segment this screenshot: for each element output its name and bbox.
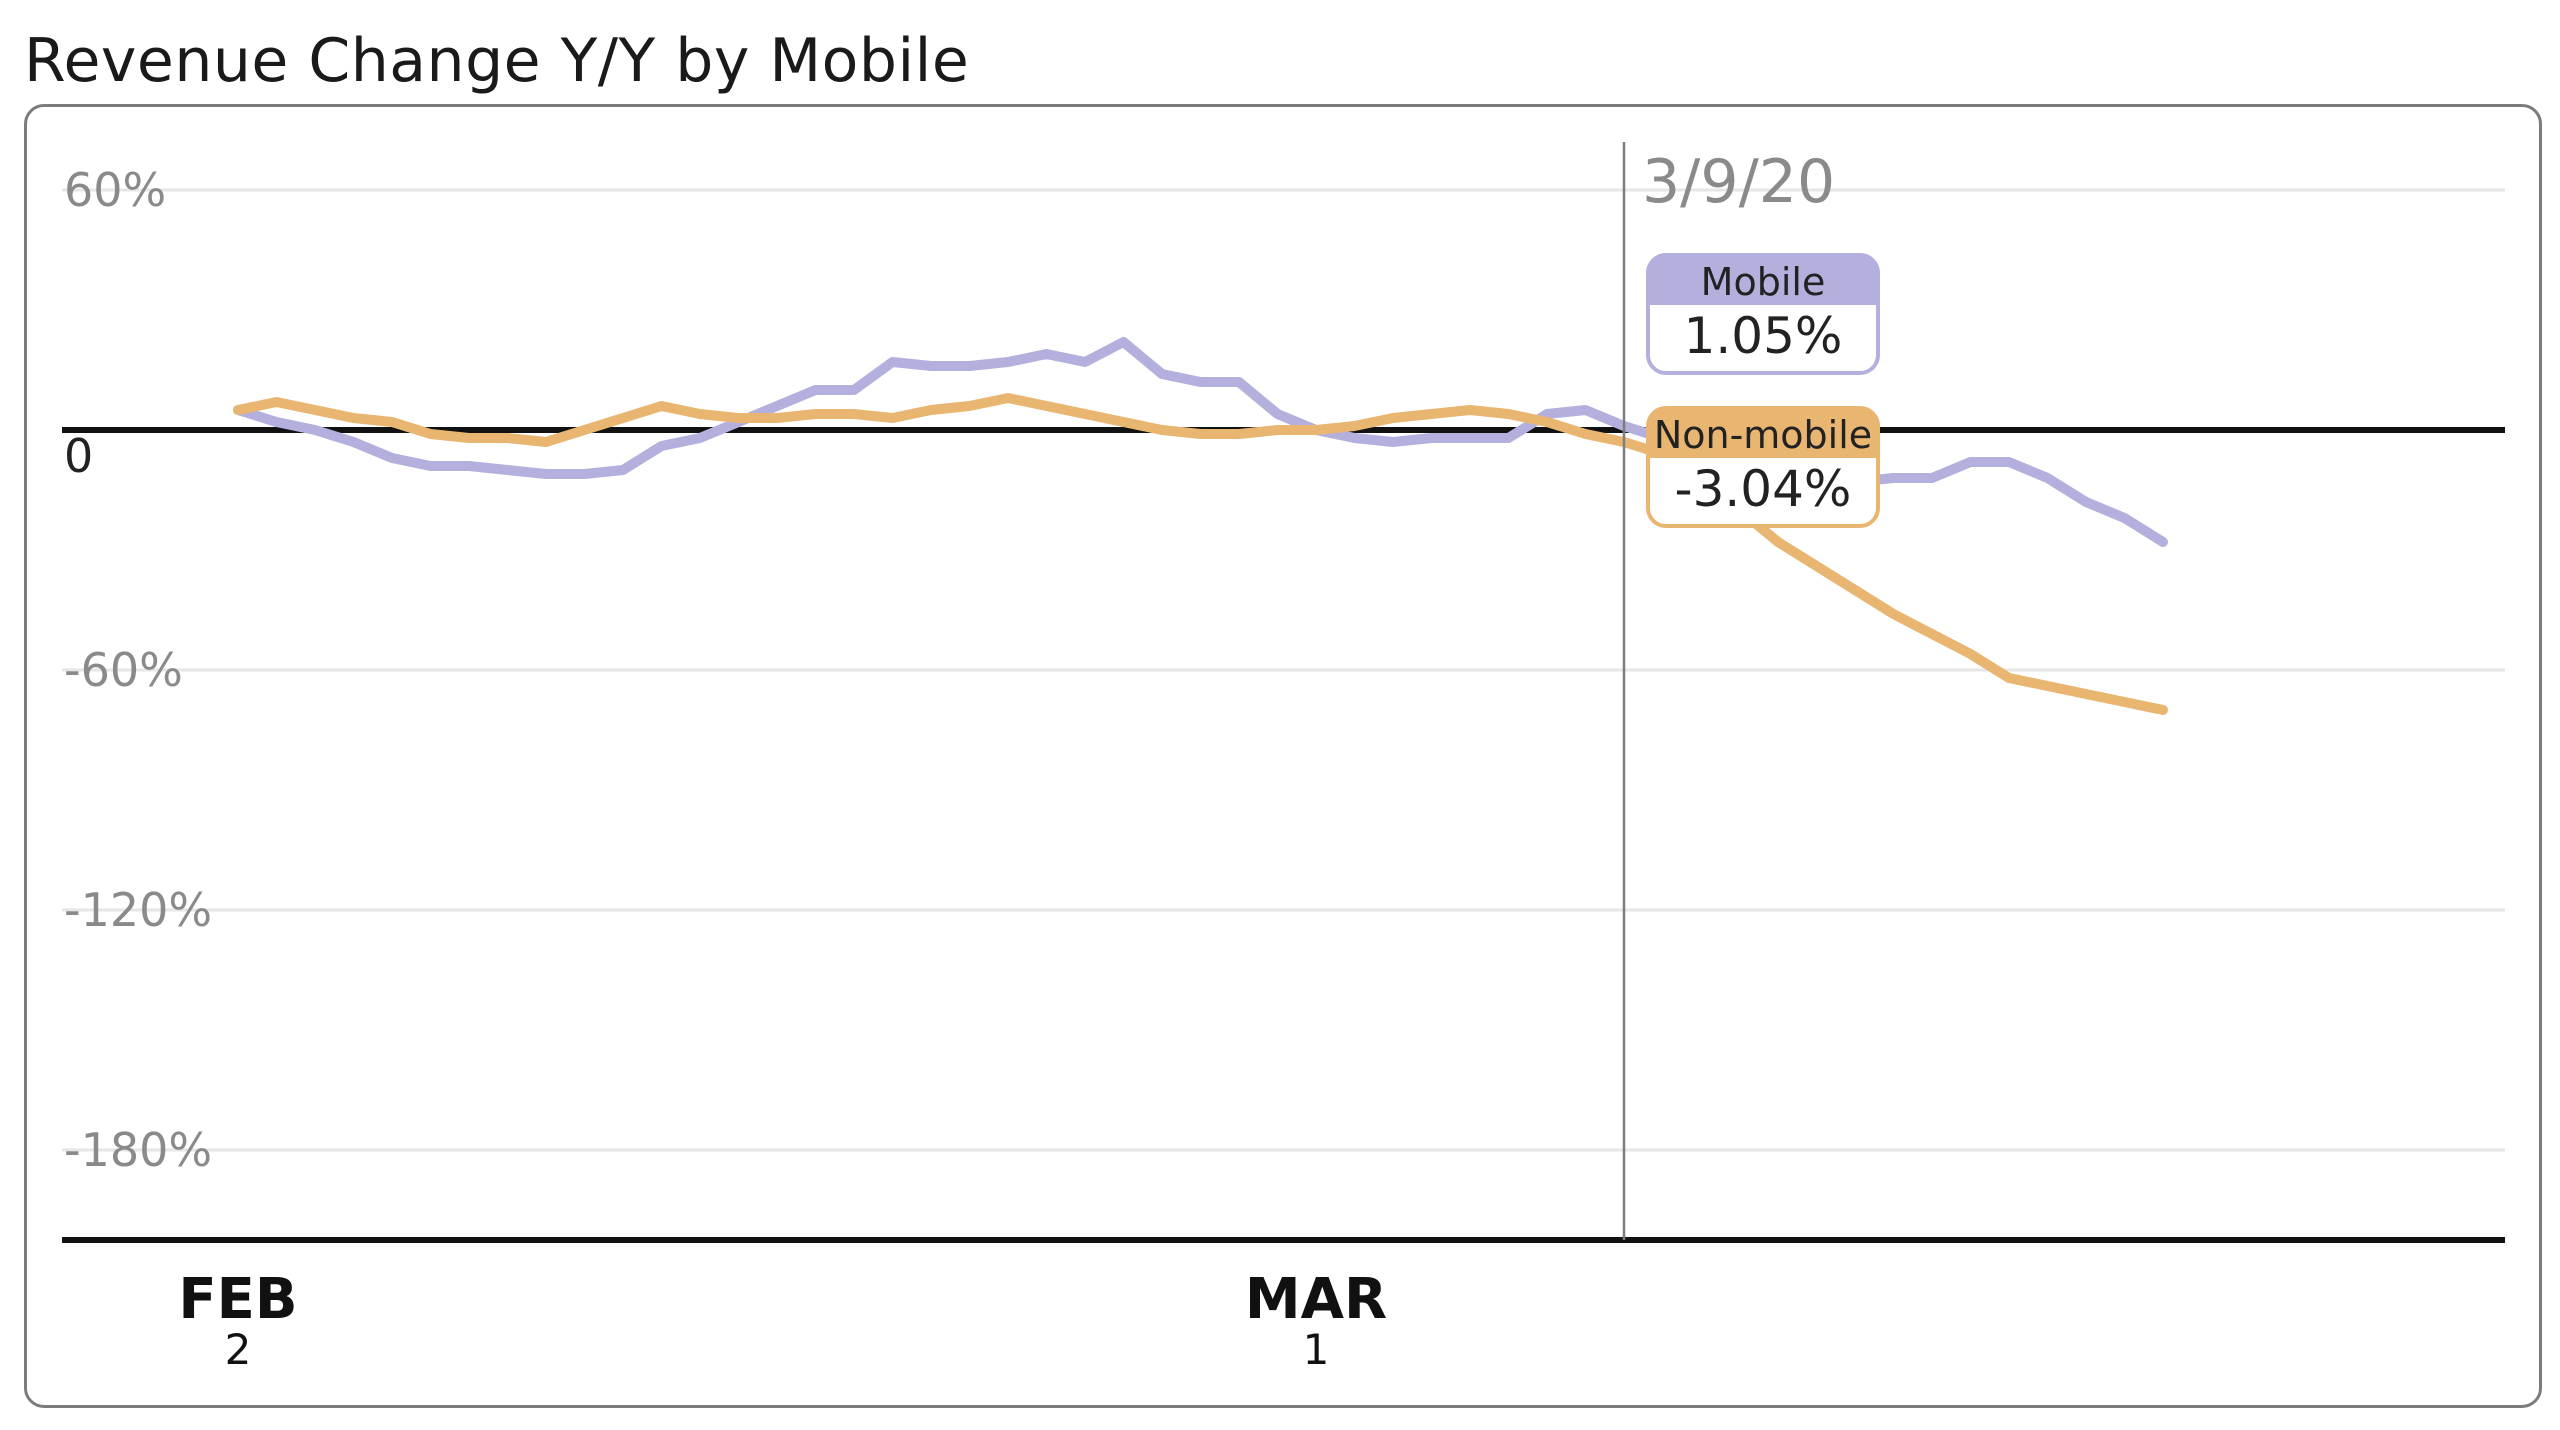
y-tick-label: 60% (64, 163, 166, 217)
chart-title: Revenue Change Y/Y by Mobile (24, 26, 970, 96)
hover-cursor: 3/9/20 (1622, 142, 1835, 1240)
chart-frame (24, 104, 2542, 1408)
tooltip-value: -3.04% (1675, 460, 1852, 518)
tooltip-label: Non-mobile (1654, 413, 1872, 457)
tooltip-label: Mobile (1701, 260, 1826, 304)
tooltip-header (1648, 255, 1878, 305)
grid-lines (62, 188, 2505, 1243)
y-tick-label: -60% (64, 643, 183, 697)
y-tick-labels: 60% 0 -60% -120% -180% (64, 163, 212, 1177)
y-tick-label: -180% (64, 1123, 212, 1177)
cursor-date-label: 3/9/20 (1642, 147, 1835, 217)
series-line-non-mobile (233, 393, 2168, 715)
x-tick-day: 1 (1303, 1325, 1330, 1374)
x-tick-day: 2 (225, 1325, 252, 1374)
y-tick-label: 0 (64, 429, 93, 483)
tooltip-non-mobile: Non-mobile-3.04% (1646, 406, 1880, 528)
x-tick-month: MAR (1245, 1267, 1387, 1332)
series-lines (233, 337, 2168, 715)
y-tick-label: -120% (64, 883, 212, 937)
tooltip-header (1648, 408, 1878, 458)
x-tick-month: FEB (178, 1267, 297, 1332)
tooltip-value: 1.05% (1684, 307, 1843, 365)
